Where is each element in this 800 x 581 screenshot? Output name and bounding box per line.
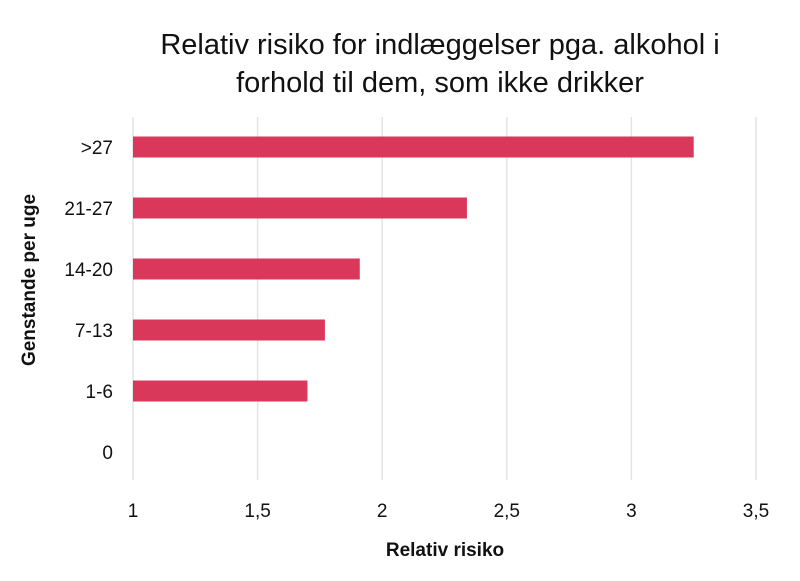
- y-tick-label: >27: [81, 138, 113, 159]
- y-tick-labels: >27 21-27 14-20 7-13 1-6 0: [64, 138, 113, 464]
- bar: [133, 258, 360, 280]
- x-tick-label: 3,5: [743, 501, 769, 522]
- y-tick-label: 14-20: [64, 260, 113, 281]
- y-axis-label: Genstande per uge: [19, 193, 40, 367]
- chart-title-line-2: forhold til dem, som ikke drikker: [236, 67, 644, 99]
- y-tick-label: 1-6: [86, 382, 113, 403]
- chart-title: Relativ risiko for indlæggelser pga. alk…: [0, 26, 800, 102]
- y-tick-label: 7-13: [75, 321, 113, 342]
- bar: [133, 380, 308, 402]
- x-axis-label: Relativ risiko: [385, 540, 505, 561]
- x-tick-label: 2: [377, 501, 388, 522]
- bar: [133, 197, 467, 219]
- grid-lines: [132, 117, 757, 480]
- chart-title-line-1: Relativ risiko for indlæggelser pga. alk…: [160, 29, 720, 61]
- x-tick-labels: 1 1,5 2 2,5 3 3,5: [128, 501, 770, 522]
- x-tick-label: 1,5: [244, 501, 270, 522]
- bars: [133, 136, 694, 402]
- y-tick-label: 21-27: [64, 199, 113, 220]
- x-tick-label: 2,5: [494, 501, 520, 522]
- y-tick-label: 0: [102, 443, 113, 464]
- x-tick-label: 1: [128, 501, 139, 522]
- bar: [133, 136, 694, 158]
- x-tick-label: 3: [626, 501, 637, 522]
- bar: [133, 319, 325, 341]
